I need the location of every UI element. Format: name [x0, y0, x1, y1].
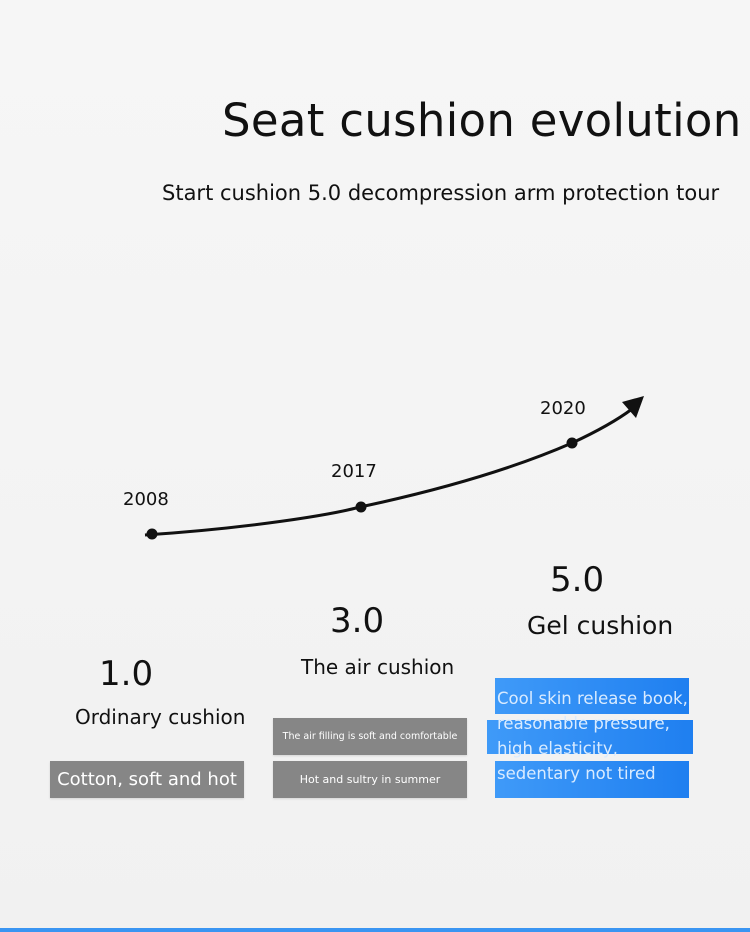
blue-box-top — [495, 678, 689, 714]
timeline-dot-2008 — [146, 528, 158, 540]
stage-feature-box-3: Cool skin release book, reasonable press… — [487, 678, 693, 798]
stage-version-3: 5.0 — [550, 560, 605, 600]
stage-feature-box-2a: The air filling is soft and comfortable — [273, 718, 467, 755]
stage-version-2: 3.0 — [330, 601, 385, 641]
page-subtitle: Start cushion 5.0 decompression arm prot… — [162, 181, 720, 205]
timeline-curve — [144, 407, 633, 537]
timeline-dot-2020 — [566, 437, 578, 449]
stage-feature-text: Hot and sultry in summer — [299, 773, 441, 786]
year-label-2020: 2020 — [540, 398, 586, 419]
stage-name-3: Gel cushion — [527, 611, 674, 640]
year-label-2017: 2017 — [331, 461, 377, 482]
stage-feature-line: reasonable pressure, — [497, 714, 670, 733]
stage-feature-text-block: Cool skin release book, reasonable press… — [497, 686, 693, 786]
stage-feature-line: sedentary not tired — [497, 764, 656, 783]
blue-box-middle — [487, 720, 693, 754]
page-title: Seat cushion evolution — [222, 94, 742, 147]
bottom-accent-line — [0, 928, 750, 932]
timeline-dot-2017 — [355, 501, 367, 513]
stage-feature-text: The air filling is soft and comfortable — [282, 731, 458, 742]
stage-feature-line: high elasticity, — [497, 739, 618, 758]
stage-feature-box-1: Cotton, soft and hot — [50, 761, 244, 798]
blue-box-bottom — [495, 761, 689, 798]
stage-name-2: The air cushion — [301, 655, 455, 679]
stage-feature-text: Cotton, soft and hot — [57, 769, 237, 790]
stage-feature-box-2b: Hot and sultry in summer — [273, 761, 467, 798]
stage-version-1: 1.0 — [99, 654, 154, 694]
timeline-arrowhead — [622, 396, 644, 418]
stage-name-1: Ordinary cushion — [75, 705, 246, 729]
year-label-2008: 2008 — [123, 489, 169, 510]
stage-feature-line: Cool skin release book, — [497, 689, 688, 708]
